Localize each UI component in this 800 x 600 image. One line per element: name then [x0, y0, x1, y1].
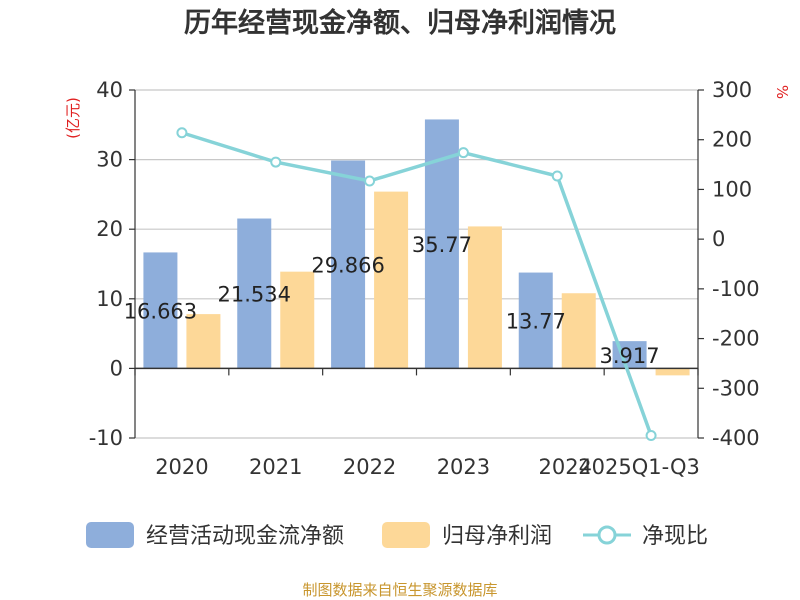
netprofit-bar-2025Q1-Q3 [655, 368, 690, 376]
cashflow-bar-2024 [518, 272, 553, 369]
left-tick-label-3: 10 [96, 287, 123, 311]
right-tick-label-7: -400 [712, 426, 760, 450]
right-tick-label-1: 200 [712, 128, 752, 152]
left-tick-label-0: 40 [96, 78, 123, 102]
x-tick-label-2020: 2020 [155, 455, 208, 479]
legend-label-cashflow[interactable]: 经营活动现金流净额 [146, 524, 344, 549]
netprofit-bar-2024 [561, 293, 596, 369]
chart-title: 历年经营现金净额、归母净利润情况 [184, 7, 616, 39]
ratio-point-2025Q1-Q3 [645, 430, 657, 442]
legend-swatch-netprofit[interactable] [382, 522, 430, 548]
left-tick-label-4: 0 [110, 356, 123, 380]
left-axis-ticks: 40 30 20 10 0 -10 [89, 78, 136, 450]
x-tick-label-2023: 2023 [437, 455, 490, 479]
right-tick-label-3: 0 [712, 227, 725, 251]
data-labels: 16.663 21.534 29.866 35.77 13.77 3.917 [124, 233, 660, 368]
left-tick-label-1: 30 [96, 148, 123, 172]
x-tick-label-2024: 2024 [539, 455, 592, 479]
ratio-polyline [181, 131, 653, 437]
ratio-point-2021 [270, 156, 282, 168]
cashflow-label-2021: 21.534 [218, 282, 291, 306]
left-tick-label-5: -10 [89, 426, 123, 450]
ratio-line [176, 127, 657, 442]
cashflow-label-2025Q1-Q3: 3.917 [600, 344, 660, 368]
gridlines [135, 89, 698, 439]
ratio-point-2024 [551, 170, 563, 182]
x-tick-label-2022: 2022 [343, 455, 396, 479]
right-axis-unit: % [773, 85, 791, 99]
cashflow-label-2023: 35.77 [412, 233, 472, 257]
legend-swatch-cashflow[interactable] [86, 522, 134, 548]
x-tick-label-2021: 2021 [249, 455, 302, 479]
right-axis-ticks: 300 200 100 0 -100 -200 -300 -400 [697, 78, 760, 450]
right-tick-label-4: -100 [712, 277, 760, 301]
cashflow-bar-2020 [143, 252, 178, 369]
netprofit-bar-2023 [467, 226, 502, 369]
left-tick-label-2: 20 [96, 217, 123, 241]
right-tick-label-5: -200 [712, 327, 760, 351]
ratio-point-2022 [364, 175, 376, 187]
right-tick-label-0: 300 [712, 78, 752, 102]
ratio-point-2020 [176, 127, 188, 139]
cashflow-label-2024: 13.77 [506, 309, 566, 333]
cashflow-bar-2021 [237, 218, 272, 369]
cashflow-label-2020: 16.663 [124, 299, 197, 323]
netprofit-bar-2020 [186, 314, 221, 369]
right-tick-label-2: 100 [712, 177, 752, 201]
legend-marker-ratio[interactable] [597, 525, 617, 545]
cashflow-label-2022: 29.866 [311, 253, 384, 277]
legend-label-netprofit[interactable]: 归母净利润 [442, 524, 552, 549]
netprofit-bar-2022 [374, 191, 409, 369]
ratio-point-2023 [457, 147, 469, 159]
source-note: 制图数据来自恒生聚源数据库 [302, 581, 497, 599]
netprofit-bar-2021 [280, 271, 315, 369]
legend: 经营活动现金流净额 归母净利润 净现比 [86, 522, 708, 549]
x-tick-label-2025Q1-Q3: 2025Q1-Q3 [578, 455, 700, 479]
legend-label-ratio[interactable]: 净现比 [642, 524, 708, 549]
left-axis-unit: (亿元) [64, 97, 82, 139]
right-tick-label-6: -300 [712, 376, 760, 400]
cashflow-bar-2022 [331, 160, 366, 369]
